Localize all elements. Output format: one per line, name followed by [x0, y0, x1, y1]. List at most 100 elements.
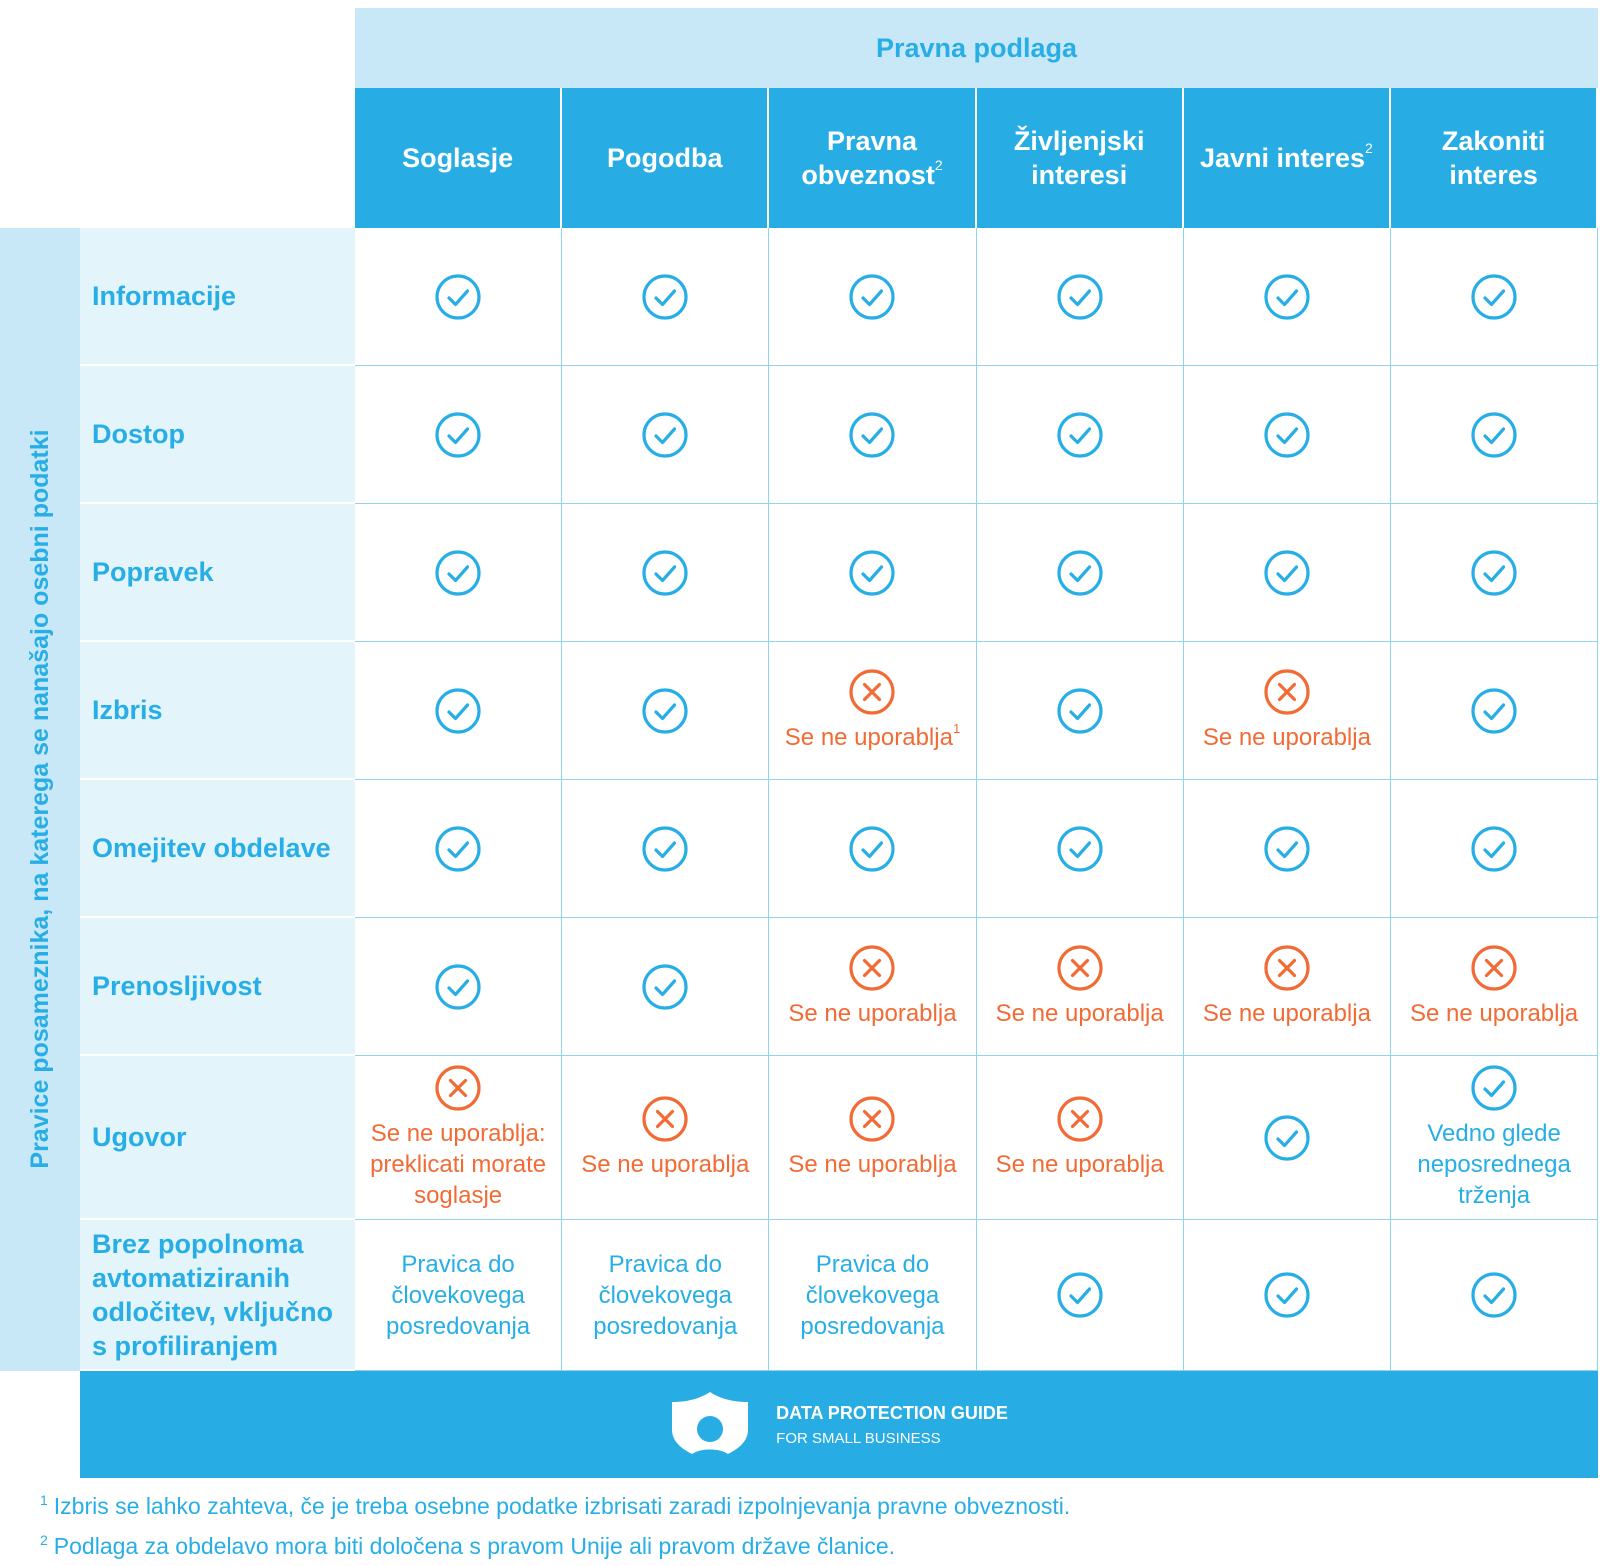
- column-header: Pravna obveznost2: [769, 88, 977, 228]
- column-header-label: Zakoniti interes: [1441, 126, 1546, 190]
- check-icon: [1264, 273, 1310, 320]
- check-icon: [642, 687, 688, 734]
- grid-cell: Se ne uporablja: preklicati morate sogla…: [355, 1056, 563, 1220]
- cell-note-text: Se ne uporablja: [995, 1151, 1164, 1178]
- cell-note-text: Se ne uporablja: [1202, 724, 1371, 751]
- check-icon: [849, 411, 896, 458]
- grid-cell: Vedno glede neposrednega trženja: [1391, 1056, 1599, 1220]
- check-icon: [1264, 549, 1310, 596]
- check-icon: [642, 273, 688, 320]
- check-icon: [1264, 1114, 1310, 1161]
- check-icon: [435, 411, 481, 458]
- cross-icon: [1264, 945, 1310, 991]
- column-header: Pogodba: [562, 88, 770, 228]
- column-header: Zakoniti interes: [1391, 88, 1599, 228]
- shield-person-icon: [672, 1391, 749, 1460]
- grid-cell: [1391, 228, 1599, 366]
- cross-icon: [849, 1096, 896, 1142]
- footnote: 2 Podlaga za obdelavo mora biti določena …: [40, 1533, 895, 1560]
- check-icon: [642, 411, 688, 458]
- check-icon: [849, 549, 896, 596]
- check-icon: [1471, 549, 1517, 596]
- grid-cell: [976, 366, 1184, 504]
- check-icon: [1264, 1272, 1310, 1318]
- grid-cell: [976, 504, 1184, 642]
- check-icon: [1471, 825, 1517, 872]
- check-icon: [1057, 273, 1103, 320]
- grid-cell: Se ne uporablja: [976, 1056, 1184, 1220]
- row-label: Dostop: [80, 366, 355, 504]
- cell-note-text: Se ne uporablja: [581, 1151, 750, 1178]
- row-label: Omejitev obdelave: [80, 780, 355, 918]
- footnote-ref: 1: [952, 721, 961, 736]
- check-icon: [642, 825, 688, 872]
- grid-cell: [1391, 642, 1599, 780]
- column-header-label: Soglasje: [402, 143, 514, 173]
- footnote-number: 1: [40, 1492, 48, 1508]
- check-icon: [642, 549, 688, 596]
- grid-cell: [976, 642, 1184, 780]
- cross-icon: [1264, 669, 1310, 715]
- row-label-text: Izbris: [92, 695, 163, 725]
- grid-cell: [976, 780, 1184, 918]
- cross-icon: [642, 1096, 688, 1142]
- footnote: 1 Izbris se lahko zahteva, če je treba os…: [40, 1493, 1070, 1520]
- footnote-text: Izbris se lahko zahteva, če je treba ose…: [53, 1493, 1071, 1519]
- cell-note: Se ne uporablja: [581, 1149, 749, 1180]
- legal-basis-title: Pravna podlaga: [875, 32, 1078, 63]
- grid-cell: Se ne uporablja: [976, 918, 1184, 1056]
- cross-icon: [1057, 945, 1103, 991]
- brand-title: DATA PROTECTION GUIDE: [776, 1402, 1008, 1423]
- cell-note: Se ne uporablja: [1203, 998, 1371, 1029]
- cell-note: Se ne uporablja: [996, 998, 1164, 1029]
- cross-icon: [435, 1065, 481, 1111]
- row-label: Prenosljivost: [80, 918, 355, 1056]
- grid-cell: Se ne uporablja: [562, 1056, 770, 1220]
- row-label-text: Ugovor: [92, 1122, 187, 1152]
- check-icon: [435, 549, 481, 596]
- cell-note: Se ne uporablja: [1203, 722, 1371, 753]
- row-label-text: Dostop: [92, 419, 185, 449]
- check-icon: [1057, 687, 1103, 734]
- grid-cell: [355, 504, 563, 642]
- brand-subtitle: FOR SMALL BUSINESS: [776, 1429, 941, 1447]
- cell-note-text: Se ne uporablja: [1410, 1000, 1579, 1027]
- cell-note-text: Se ne uporablja: preklicati morate sogla…: [370, 1120, 547, 1209]
- cell-note-text: Se ne uporablja: [1202, 1000, 1371, 1027]
- grid-cell: [1391, 366, 1599, 504]
- grid-cell: [562, 504, 770, 642]
- grid-cell: Se ne uporablja: [1183, 918, 1391, 1056]
- grid-cell: [769, 228, 977, 366]
- grid-cell: Se ne uporablja: [769, 1056, 977, 1220]
- grid-cell: [355, 366, 563, 504]
- grid-cell: Se ne uporablja1: [769, 642, 977, 780]
- column-header: Javni interes2: [1183, 88, 1391, 228]
- cell-note: Se ne uporablja1: [785, 722, 960, 753]
- cell-text: Pravica do človekovega posredovanja: [800, 1250, 945, 1340]
- cross-icon: [1471, 945, 1517, 991]
- legal-basis-header: Pravna podlaga: [355, 8, 1598, 88]
- row-label-text: Informacije: [92, 281, 237, 311]
- check-icon: [1471, 687, 1517, 734]
- check-icon: [1264, 411, 1310, 458]
- grid-cell: [355, 780, 563, 918]
- row-label: Izbris: [80, 642, 355, 780]
- row-label: Informacije: [80, 228, 355, 366]
- row-label-text: Popravek: [92, 557, 214, 587]
- grid-cell: [1183, 366, 1391, 504]
- check-icon: [1471, 411, 1517, 458]
- row-label-text: Omejitev obdelave: [92, 833, 331, 863]
- column-header: Življenjski interesi: [976, 88, 1184, 228]
- grid-cell: [1183, 504, 1391, 642]
- footnote-number: 2: [40, 1532, 48, 1548]
- grid-cell: Se ne uporablja: [1391, 918, 1599, 1056]
- footnote-ref: 2: [1365, 140, 1373, 156]
- column-header-label: Življenjski interesi: [1013, 126, 1145, 190]
- grid-cell: Pravica do človekovega posredovanja: [562, 1220, 770, 1371]
- side-label: Pravice posameznika, na katerega se nana…: [25, 429, 54, 1169]
- check-icon: [435, 273, 481, 320]
- cell-text: Pravica do človekovega posredovanja: [593, 1250, 738, 1340]
- cell-note-text: Se ne uporablja: [784, 724, 953, 751]
- cell-note: Se ne uporablja: [1410, 998, 1578, 1029]
- check-icon: [1057, 825, 1103, 872]
